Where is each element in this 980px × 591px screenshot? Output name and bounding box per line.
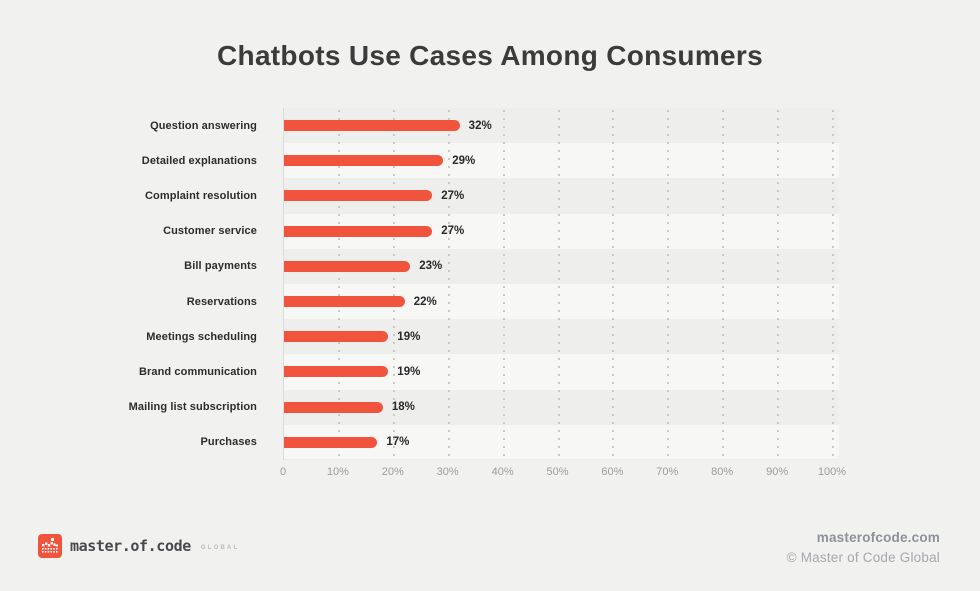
pixel-crown-icon	[38, 534, 62, 558]
x-tick-label: 0	[279, 466, 287, 478]
category-label: Brand communication	[138, 365, 257, 378]
x-tick-label: 80%	[711, 466, 734, 478]
gridline	[447, 110, 450, 458]
category-label: Bill payments	[184, 260, 257, 273]
category-axis: Question answering Detailed explanations C…	[0, 108, 257, 460]
category-label: Mailing list subscription	[128, 401, 257, 414]
bar-row: 19%	[284, 354, 833, 389]
bar	[284, 260, 411, 272]
bar	[284, 190, 433, 202]
bar	[284, 401, 383, 413]
gridline	[502, 110, 505, 458]
x-tick-label: 20%	[381, 466, 404, 478]
bar-row: 17%	[284, 425, 833, 460]
x-tick-label: 50%	[546, 466, 569, 478]
bar	[284, 225, 433, 237]
bar-value-label: 27%	[441, 225, 465, 238]
bar	[284, 436, 378, 448]
gridline	[722, 110, 725, 458]
category-label: Purchases	[200, 436, 257, 449]
brand-wordmark-suffix: GLOBAL	[200, 544, 240, 551]
plot-area: 32% 29% 27% 27% 23% 22% 19% 19% 18% 17%	[283, 108, 839, 460]
bar	[284, 366, 389, 378]
bar-row: 18%	[284, 390, 833, 425]
bar-row: 27%	[284, 178, 833, 213]
x-tick-label: 40%	[491, 466, 514, 478]
footer-attribution: masterofcode.com © Master of Code Global	[787, 528, 940, 567]
bar-row: 19%	[284, 319, 833, 354]
brand-logo: master.of.code GLOBAL	[38, 534, 239, 558]
plot-scale: 32% 29% 27% 27% 23% 22% 19% 19% 18% 17%	[284, 108, 834, 460]
gridline	[832, 110, 834, 458]
category-label: Question answering	[150, 119, 257, 132]
category-label: Meetings scheduling	[146, 330, 257, 343]
gridline	[557, 110, 560, 458]
x-axis: 0 10% 20% 30% 40% 50% 60% 70% 80% 90% 100%	[279, 466, 846, 482]
bar-value-label: 23%	[419, 260, 443, 273]
bar-value-label: 19%	[397, 365, 421, 378]
gridline	[777, 110, 780, 458]
category-label: Customer service	[163, 225, 257, 238]
category-label: Complaint resolution	[145, 189, 257, 202]
gridline	[337, 110, 340, 458]
x-tick-label: 90%	[766, 466, 789, 478]
bar-row: 32%	[284, 108, 833, 143]
bar-value-label: 29%	[452, 154, 476, 167]
bar-row: 29%	[284, 143, 833, 178]
x-tick-label: 70%	[656, 466, 679, 478]
bar-value-label: 32%	[468, 119, 492, 132]
bar	[284, 155, 444, 167]
gridline	[612, 110, 615, 458]
copyright-notice: © Master of Code Global	[786, 549, 940, 565]
bar-row: 23%	[284, 249, 833, 284]
category-label: Reservations	[186, 295, 257, 308]
gridline	[667, 110, 670, 458]
chart-title: Chatbots Use Cases Among Consumers	[217, 40, 763, 71]
bar-value-label: 27%	[441, 189, 465, 202]
category-label: Detailed explanations	[141, 154, 257, 167]
bar	[284, 120, 460, 132]
x-tick-label: 10%	[326, 466, 349, 478]
bar-row: 27%	[284, 214, 833, 249]
bar	[284, 331, 389, 343]
x-tick-label: 100%	[817, 466, 847, 478]
bar-value-label: 22%	[413, 295, 437, 308]
bar	[284, 296, 405, 308]
bar-row: 22%	[284, 284, 833, 319]
brand-wordmark: master.of.code	[70, 537, 191, 555]
gridline	[392, 110, 395, 458]
bar-value-label: 17%	[386, 436, 410, 449]
bar-value-label: 19%	[397, 330, 421, 343]
website-url: masterofcode.com	[816, 530, 940, 545]
x-tick-label: 30%	[436, 466, 459, 478]
bar-value-label: 18%	[391, 401, 415, 414]
x-tick-label: 60%	[601, 466, 624, 478]
